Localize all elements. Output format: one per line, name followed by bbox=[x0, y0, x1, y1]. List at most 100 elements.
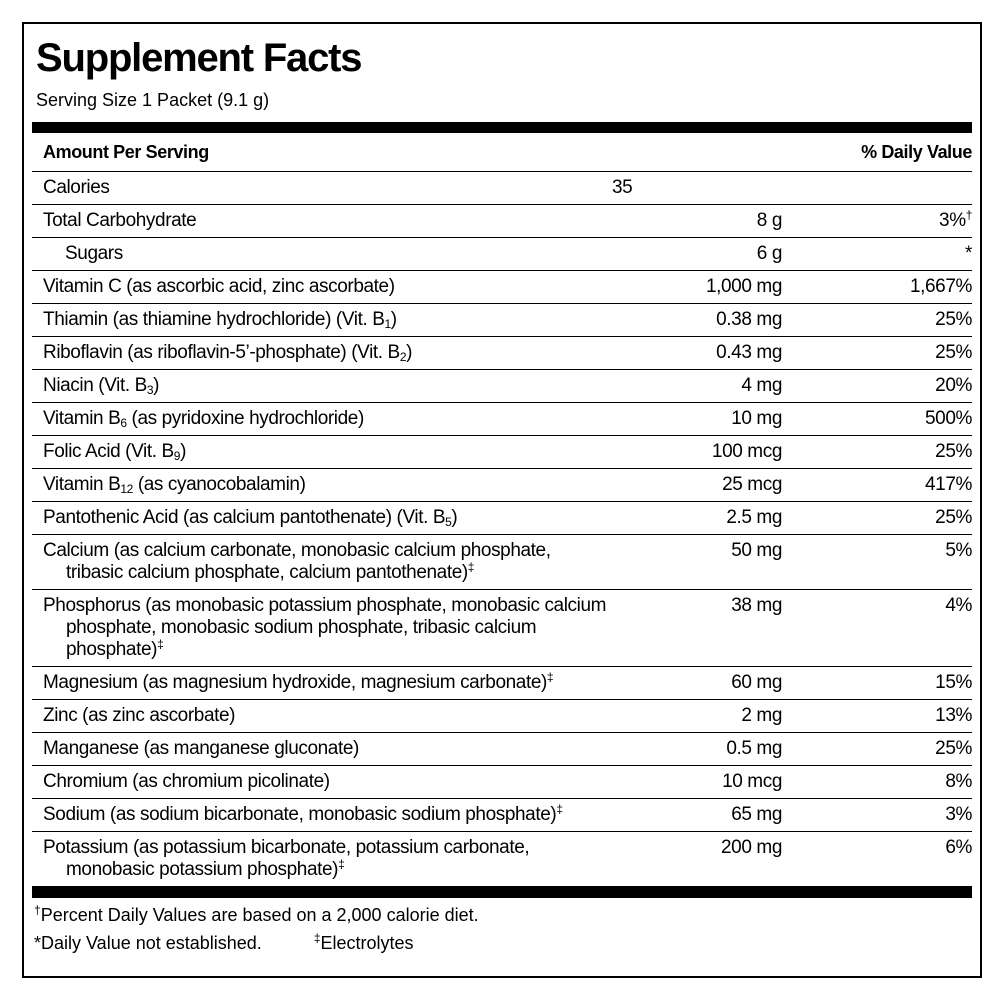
daily-value-text: 25% bbox=[935, 342, 972, 363]
nutrient-name: Niacin (Vit. B3) bbox=[32, 375, 622, 397]
amount: 6 g bbox=[756, 243, 783, 264]
text: Riboflavin (as riboflavin-5’-phosphate) … bbox=[43, 342, 400, 363]
nutrient-name: Vitamin C (as ascorbic acid, zinc ascorb… bbox=[32, 276, 622, 298]
nutrient-row: Manganese (as manganese gluconate) 0.5 mg… bbox=[32, 733, 972, 766]
superscript: ‡ bbox=[556, 802, 563, 816]
daily-value-text: 4% bbox=[945, 595, 972, 616]
daily-value-text: 417% bbox=[925, 474, 972, 495]
daily-value-text: 1,667% bbox=[909, 276, 972, 297]
header-amount: Amount Per Serving bbox=[43, 142, 209, 162]
daily-value: 25% bbox=[782, 738, 972, 760]
text: ) bbox=[406, 342, 413, 363]
amount: 4 mg bbox=[741, 375, 782, 396]
text: ) bbox=[153, 375, 160, 396]
daily-value: 6% bbox=[782, 837, 972, 881]
footnotes: †Percent Daily Values are based on a 2,0… bbox=[34, 901, 479, 957]
daily-value-text: 3% bbox=[939, 210, 966, 231]
nutrient-row: Phosphorus (as monobasic potassium phosp… bbox=[32, 590, 972, 667]
amount: 38 mg bbox=[731, 595, 782, 616]
amount: 65 mg bbox=[731, 804, 782, 825]
daily-value: 3%† bbox=[782, 208, 973, 232]
text: Calcium (as calcium carbonate, monobasic… bbox=[43, 540, 551, 583]
text: Sodium (as sodium bicarbonate, monobasic… bbox=[43, 804, 557, 825]
nutrient-row: Zinc (as zinc ascorbate) 2 mg 13% bbox=[32, 700, 972, 733]
nutrient-name: Riboflavin (as riboflavin-5’-phosphate) … bbox=[32, 342, 622, 364]
superscript: † bbox=[965, 208, 973, 222]
text: Calories bbox=[43, 177, 110, 198]
title: Supplement Facts bbox=[36, 36, 363, 80]
nutrient-row: Sugars 6 g * bbox=[32, 238, 972, 271]
nutrient-row: Magnesium (as magnesium hydroxide, magne… bbox=[32, 667, 972, 700]
nutrient-row: Riboflavin (as riboflavin-5’-phosphate) … bbox=[32, 337, 972, 370]
text: (as cyanocobalamin) bbox=[132, 474, 306, 495]
subscript: 5 bbox=[445, 515, 452, 529]
nutrient-name: Manganese (as manganese gluconate) bbox=[32, 738, 622, 760]
daily-value-text: 25% bbox=[935, 309, 972, 330]
daily-value bbox=[782, 177, 972, 199]
footnote-text: *Daily Value not established. bbox=[34, 933, 262, 953]
daily-value-text: 5% bbox=[945, 540, 972, 561]
nutrient-name: Chromium (as chromium picolinate) bbox=[32, 771, 622, 793]
text: Potassium (as potassium bicarbonate, pot… bbox=[43, 837, 530, 880]
nutrient-name: Phosphorus (as monobasic potassium phosp… bbox=[32, 595, 622, 661]
subscript: 3 bbox=[146, 383, 154, 397]
nutrient-name: Potassium (as potassium bicarbonate, pot… bbox=[32, 837, 622, 881]
daily-value: 20% bbox=[782, 375, 972, 397]
amount: 2.5 mg bbox=[726, 507, 782, 528]
text: Vitamin C (as ascorbic acid, zinc ascorb… bbox=[43, 276, 395, 297]
daily-value: 25% bbox=[782, 441, 972, 463]
daily-value-text: 15% bbox=[935, 672, 972, 693]
nutrient-row: Pantothenic Acid (as calcium pantothenat… bbox=[32, 502, 972, 535]
amount: 60 mg bbox=[731, 672, 782, 693]
daily-value-text: 25% bbox=[935, 507, 972, 528]
amount: 10 mg bbox=[731, 408, 782, 429]
daily-value: 25% bbox=[782, 507, 972, 529]
amount: 2 mg bbox=[741, 705, 782, 726]
nutrient-name: Pantothenic Acid (as calcium pantothenat… bbox=[32, 507, 622, 529]
daily-value-text: 500% bbox=[925, 408, 972, 429]
nutrient-row: Vitamin C (as ascorbic acid, zinc ascorb… bbox=[32, 271, 972, 304]
text: Folic Acid (Vit. B bbox=[43, 441, 174, 462]
nutrient-name: Sugars bbox=[32, 243, 622, 265]
text: Total Carbohydrate bbox=[43, 210, 197, 231]
text: Zinc (as zinc ascorbate) bbox=[43, 705, 236, 726]
daily-value: 5% bbox=[782, 540, 972, 584]
amount: 0.38 mg bbox=[716, 309, 782, 330]
amount: 100 mcg bbox=[711, 441, 782, 462]
text: Percent Daily Values are based on a 2,00… bbox=[40, 905, 479, 925]
supplement-facts-label: Supplement Facts Serving Size 1 Packet (… bbox=[22, 22, 982, 978]
superscript: ‡ bbox=[157, 637, 164, 651]
daily-value: * bbox=[782, 243, 972, 265]
amount: 25 mcg bbox=[722, 474, 782, 495]
daily-value: 25% bbox=[782, 342, 972, 364]
amount: 10 mcg bbox=[722, 771, 782, 792]
nutrient-name: Total Carbohydrate bbox=[32, 210, 622, 232]
superscript: ‡ bbox=[338, 857, 345, 871]
footnote-text: ‡Electrolytes bbox=[313, 931, 414, 953]
text: Sugars bbox=[65, 243, 123, 264]
text: ) bbox=[180, 441, 186, 462]
daily-value-text: 20% bbox=[935, 375, 972, 396]
subscript: 2 bbox=[399, 350, 407, 364]
nutrient-name: Vitamin B12 (as cyanocobalamin) bbox=[32, 474, 622, 496]
daily-value-text: 3% bbox=[945, 804, 972, 825]
daily-value: 417% bbox=[782, 474, 972, 496]
daily-value-text: 25% bbox=[935, 441, 972, 462]
nutrient-row: Thiamin (as thiamine hydrochloride) (Vit… bbox=[32, 304, 972, 337]
nutrient-name: Sodium (as sodium bicarbonate, monobasic… bbox=[32, 802, 622, 826]
amount: 0.43 mg bbox=[716, 342, 782, 363]
daily-value: 4% bbox=[782, 595, 972, 661]
nutrient-name: Vitamin B6 (as pyridoxine hydrochloride) bbox=[32, 408, 622, 430]
nutrient-name: Folic Acid (Vit. B9) bbox=[32, 441, 622, 463]
superscript: ‡ bbox=[313, 931, 321, 945]
daily-value-text: 8% bbox=[945, 771, 972, 792]
nutrient-name: Calories bbox=[32, 177, 612, 199]
daily-value: 25% bbox=[782, 309, 972, 331]
subscript: 9 bbox=[173, 449, 181, 463]
text: ) bbox=[390, 309, 397, 330]
nutrient-row: Calories 35 bbox=[32, 172, 972, 205]
amount: 1,000 mg bbox=[705, 276, 782, 297]
daily-value-text: * bbox=[965, 243, 972, 264]
daily-value: 3% bbox=[782, 804, 972, 826]
